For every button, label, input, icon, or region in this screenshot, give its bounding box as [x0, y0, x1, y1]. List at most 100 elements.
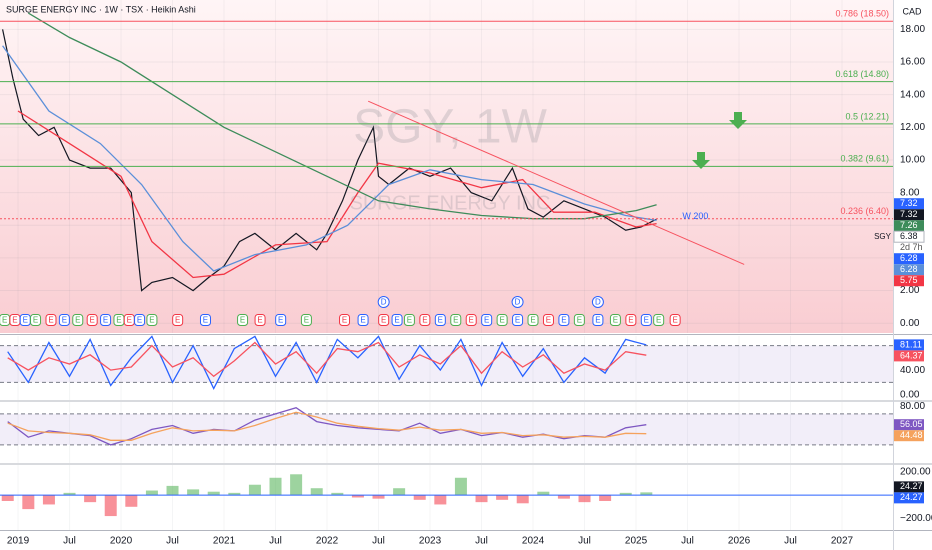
histogram-bar [42, 495, 55, 505]
histogram-bar [537, 491, 550, 496]
event-marker [403, 314, 415, 326]
histogram-bar [187, 489, 200, 496]
value-tag-bg [894, 339, 924, 351]
event-label: E [438, 316, 443, 325]
x-tick-label: 2020 [110, 536, 133, 547]
price-tag-bg [894, 275, 924, 287]
histogram-bar [578, 495, 591, 503]
histogram-bar [310, 488, 323, 496]
event-label: E [23, 316, 28, 325]
event-marker [625, 314, 637, 326]
event-label: D [595, 298, 601, 307]
y-tick-label: 2.00 [900, 285, 920, 296]
event-marker [45, 314, 57, 326]
event-label: E [561, 316, 566, 325]
event-label: E [342, 316, 347, 325]
event-label: E [613, 316, 618, 325]
histogram-bar [166, 485, 179, 496]
event-marker [542, 314, 554, 326]
x-tick-label: 2021 [213, 536, 236, 547]
price-tag-bg [894, 253, 924, 265]
event-marker [496, 314, 508, 326]
series-line [27, 12, 657, 220]
countdown: 2d 7h [900, 242, 923, 252]
event-label: E [33, 316, 38, 325]
event-marker [172, 314, 184, 326]
event-label: E [656, 316, 661, 325]
event-label: E [203, 316, 208, 325]
histogram-bar [372, 495, 385, 499]
event-label: E [360, 316, 365, 325]
stoch-panel-bg [0, 336, 893, 400]
histogram-bar [516, 495, 529, 504]
event-marker [609, 314, 621, 326]
event-marker [527, 314, 539, 326]
event-label: E [530, 316, 535, 325]
event-label: E [257, 316, 262, 325]
value-tag-bg [894, 350, 924, 362]
event-marker [357, 314, 369, 326]
x-tick-label: Jul [166, 536, 179, 547]
event-marker [378, 314, 390, 326]
price-tag: 6.28 [900, 264, 918, 274]
event-label: E [453, 316, 458, 325]
price-tag-bg [893, 230, 925, 243]
ma-label: W 200 [682, 211, 708, 221]
trendline [368, 100, 745, 265]
chart-title: SURGE ENERGY INC · 1W · TSX · Heikin Ash… [6, 4, 196, 14]
event-label: E [484, 316, 489, 325]
histogram-bar [290, 474, 303, 496]
value-tag: 56.05 [900, 419, 923, 429]
y-tick-label: −200.00 [900, 513, 932, 524]
event-label: E [2, 316, 7, 325]
histogram-bar [269, 477, 282, 496]
event-marker [86, 314, 98, 326]
arrow-down [692, 152, 710, 169]
event-label: E [304, 316, 309, 325]
currency: CAD [902, 6, 922, 16]
y-tick-label: 8.00 [900, 187, 920, 198]
y-tick-label: 0.00 [900, 389, 920, 400]
x-tick-label: 2026 [728, 536, 751, 547]
y-tick-label: 0.00 [900, 318, 920, 329]
event-label: E [12, 316, 17, 325]
event-label: E [595, 316, 600, 325]
event-marker [339, 314, 351, 326]
price-tag-bg [894, 209, 924, 221]
event-label: E [469, 316, 474, 325]
price-tag: 7.32 [900, 198, 918, 208]
event-marker [669, 314, 681, 326]
event-label: D [381, 298, 387, 307]
event-marker [465, 314, 477, 326]
event-marker [434, 314, 446, 326]
histogram-bar [496, 495, 509, 500]
histogram-bar [228, 492, 241, 496]
y-tick-label: 80.00 [900, 401, 925, 412]
fib-label: 0.5 (12.21) [845, 111, 889, 121]
value-tag: 64.37 [900, 350, 923, 360]
value-tag-bg [894, 419, 924, 431]
fib-label: 0.618 (14.80) [835, 69, 889, 79]
price-tag: 7.26 [900, 220, 918, 230]
event-label: E [546, 316, 551, 325]
event-marker [237, 314, 249, 326]
macd-panel-bg [0, 465, 893, 530]
value-tag: 24.27 [900, 492, 923, 502]
x-tick-label: Jul [63, 536, 76, 547]
histogram-bar [331, 492, 344, 496]
event-marker [573, 314, 585, 326]
x-tick-label: 2024 [522, 536, 545, 547]
histogram-bar [84, 495, 97, 503]
histogram-bar [145, 490, 158, 496]
event-label: E [278, 316, 283, 325]
watermark-sub: SURGE ENERGY INC [350, 192, 551, 214]
event-label: E [577, 316, 582, 325]
x-tick-label: 2022 [316, 536, 339, 547]
histogram-bar [104, 495, 117, 517]
event-label: E [394, 316, 399, 325]
series-line [7, 341, 647, 378]
price-tag-bg [894, 264, 924, 276]
histogram-bar [125, 495, 138, 507]
